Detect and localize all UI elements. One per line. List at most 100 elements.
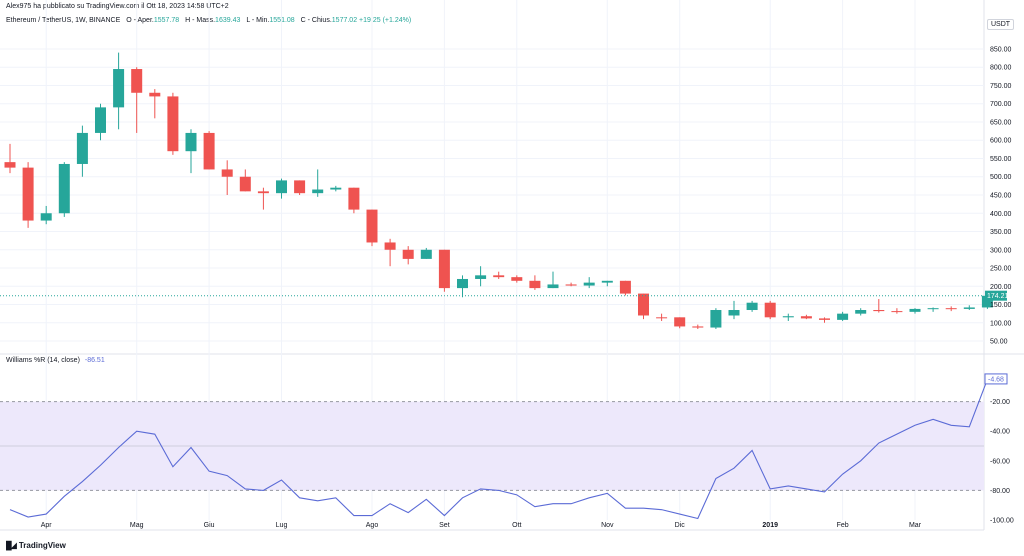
candle-body bbox=[402, 249, 414, 259]
candle-body bbox=[782, 316, 794, 318]
candle-body bbox=[58, 163, 70, 214]
candle-body bbox=[438, 249, 450, 289]
candle-body bbox=[4, 162, 16, 168]
ohlc-close-value: 1577.02 bbox=[331, 17, 358, 24]
candle-body bbox=[384, 242, 396, 250]
axes: 850.00 800.00 750.00 700.00 650.00 600.00 550.… bbox=[41, 46, 1014, 529]
indicator-value: -86.51 bbox=[84, 357, 105, 364]
candle-body bbox=[692, 326, 704, 328]
candle-body bbox=[800, 316, 812, 319]
ohlc-high: H - Mass.1639.43 bbox=[181, 17, 240, 24]
ohlc-open-value: 1557.78 bbox=[153, 17, 180, 24]
candle-body bbox=[167, 96, 179, 152]
currency-button[interactable]: USDT bbox=[987, 19, 1015, 30]
price-tick-label: 500.00 bbox=[990, 174, 1012, 181]
symbol-legend: Ethereum / TetherUS, 1W, BINANCE O - Ape… bbox=[6, 17, 411, 24]
time-tick-label: 2019 bbox=[762, 522, 778, 529]
candle-body bbox=[601, 280, 613, 283]
candle-body bbox=[276, 180, 287, 194]
price-change: +19.25 (+1.24%) bbox=[359, 17, 412, 24]
ohlc-close: C - Chius.1577.02 bbox=[297, 17, 357, 24]
candle-body bbox=[420, 249, 432, 259]
candle-body bbox=[22, 167, 34, 221]
time-tick-label: Set bbox=[439, 522, 450, 529]
candle-body bbox=[873, 310, 885, 312]
publisher-line: Alex975 ha pubblicato su TradingView.com… bbox=[6, 3, 229, 10]
price-tick-label: 300.00 bbox=[990, 247, 1012, 254]
candle-body bbox=[674, 317, 686, 327]
candle-body bbox=[95, 107, 106, 133]
candle-body bbox=[239, 176, 251, 192]
ohlc-high-value: 1639.43 bbox=[215, 17, 241, 24]
williams-last-badge bbox=[984, 373, 1008, 385]
williams-tick-label: -60.00 bbox=[990, 458, 1010, 465]
candle-body bbox=[312, 189, 324, 194]
candle-body bbox=[257, 191, 269, 194]
williams-line bbox=[9, 379, 988, 520]
price-tick-label: 700.00 bbox=[990, 101, 1012, 108]
symbol-name[interactable]: Ethereum / TetherUS, 1W, BINANCE bbox=[6, 17, 121, 24]
candle-body bbox=[475, 275, 487, 279]
time-tick-label: Lug bbox=[276, 522, 288, 529]
time-tick-label: Ago bbox=[366, 522, 379, 529]
candle-body bbox=[728, 310, 740, 316]
ohlc-open-label: O - Aper. bbox=[126, 17, 154, 24]
candle-body bbox=[149, 92, 161, 97]
price-tick-label: 250.00 bbox=[990, 266, 1012, 273]
time-tick-label: Mag bbox=[130, 522, 144, 529]
candle-body bbox=[40, 213, 52, 221]
candle-body bbox=[511, 277, 523, 281]
brand: █◢ TradingView bbox=[6, 541, 66, 550]
candle-body bbox=[330, 187, 342, 190]
price-tick-label: 100.00 bbox=[990, 320, 1012, 327]
ohlc-high-label: H - Mass. bbox=[185, 17, 216, 24]
candle-body bbox=[131, 69, 143, 93]
candle-body bbox=[746, 302, 758, 311]
williams-line-layer bbox=[9, 379, 988, 520]
candle-body bbox=[366, 209, 378, 243]
price-tick-label: 850.00 bbox=[990, 46, 1012, 53]
williams-tick-label: -100.00 bbox=[990, 518, 1014, 525]
candle-body bbox=[764, 302, 776, 318]
candle-body bbox=[547, 284, 559, 289]
candle-body bbox=[891, 311, 903, 313]
candle-body bbox=[185, 132, 197, 152]
candle-body bbox=[837, 313, 849, 320]
candle-body bbox=[927, 308, 939, 310]
price-tick-label: 600.00 bbox=[990, 138, 1012, 145]
time-tick-label: Apr bbox=[41, 522, 53, 529]
price-tick-label: 150.00 bbox=[990, 302, 1012, 309]
ohlc-low-value: 1551.08 bbox=[269, 17, 295, 24]
candle-body bbox=[819, 318, 830, 320]
price-tick-label: 200.00 bbox=[990, 284, 1012, 291]
price-tick-label: 750.00 bbox=[990, 83, 1012, 90]
time-tick-label: Ott bbox=[512, 522, 521, 529]
candle-body bbox=[638, 293, 649, 316]
candle-body bbox=[855, 310, 867, 314]
time-tick-label: Dic bbox=[675, 522, 686, 529]
williams-tick-label: -20.00 bbox=[990, 399, 1010, 406]
tradingview-logo-icon: █◢ bbox=[6, 541, 17, 550]
candle-body bbox=[583, 282, 595, 286]
last-price-badge bbox=[985, 290, 1007, 301]
ohlc-open: O - Aper.1557.78 bbox=[122, 17, 179, 24]
indicator-name[interactable]: Williams %R (14, close) bbox=[6, 357, 80, 364]
price-tick-label: 550.00 bbox=[990, 156, 1012, 163]
time-tick-label: Mar bbox=[909, 522, 922, 529]
candle-body bbox=[529, 280, 541, 289]
ohlc-close-label: C - Chius. bbox=[300, 17, 332, 24]
candle-body bbox=[493, 275, 505, 278]
price-tick-label: 650.00 bbox=[990, 119, 1012, 126]
candle-body bbox=[619, 280, 631, 294]
last-price-label: 174.21 bbox=[987, 293, 1009, 300]
williams-tick-label: -40.00 bbox=[990, 429, 1010, 436]
time-tick-label: Feb bbox=[837, 522, 849, 529]
candle-body bbox=[981, 295, 993, 308]
candle-body bbox=[710, 310, 722, 328]
candle-body bbox=[656, 317, 668, 319]
brand-name: TradingView bbox=[18, 541, 66, 550]
candle-body bbox=[963, 307, 975, 309]
candle-body bbox=[909, 308, 921, 312]
candles bbox=[0, 52, 993, 329]
